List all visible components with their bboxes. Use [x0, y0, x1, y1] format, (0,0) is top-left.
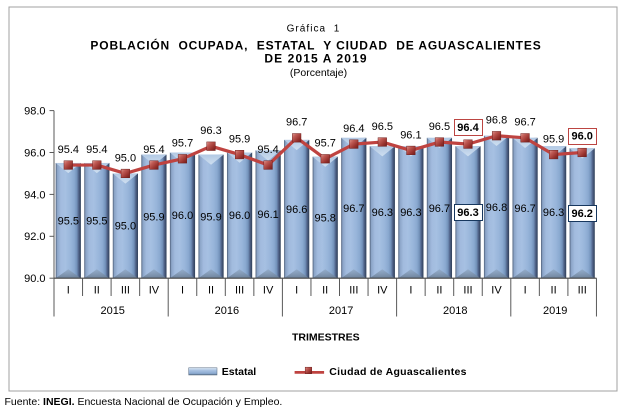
svg-text:II: II	[208, 285, 214, 297]
svg-text:POBLACIÓN OCUPADA, ESTATAL: POBLACIÓN OCUPADA, ESTATAL Y CIUDAD DE A…	[90, 38, 541, 53]
svg-text:96.0: 96.0	[24, 147, 45, 159]
svg-text:96.0: 96.0	[571, 130, 592, 142]
svg-text:96.6: 96.6	[286, 204, 307, 216]
svg-text:2017: 2017	[329, 305, 353, 317]
svg-text:95.9: 95.9	[229, 134, 250, 146]
svg-text:III: III	[578, 285, 587, 297]
svg-text:95.7: 95.7	[172, 138, 193, 150]
svg-text:(Porcentaje): (Porcentaje)	[290, 67, 347, 79]
svg-text:2015: 2015	[100, 305, 124, 317]
svg-text:96.5: 96.5	[372, 121, 393, 133]
svg-text:96.3: 96.3	[543, 207, 564, 219]
svg-text:95.8: 95.8	[314, 212, 335, 224]
svg-text:II: II	[94, 285, 100, 297]
svg-text:94.0: 94.0	[24, 189, 45, 201]
svg-text:95.9: 95.9	[200, 211, 221, 223]
svg-text:95.0: 95.0	[115, 152, 136, 164]
svg-text:95.4: 95.4	[86, 144, 107, 156]
svg-text:IV: IV	[491, 285, 502, 297]
svg-text:96.5: 96.5	[429, 121, 450, 133]
svg-text:96.1: 96.1	[257, 209, 278, 221]
svg-text:96.7: 96.7	[514, 117, 535, 129]
svg-text:II: II	[436, 285, 442, 297]
svg-text:95.5: 95.5	[58, 216, 79, 228]
svg-text:III: III	[463, 285, 472, 297]
svg-text:III: III	[121, 285, 130, 297]
svg-text:95.9: 95.9	[543, 134, 564, 146]
svg-text:IV: IV	[263, 285, 274, 297]
svg-text:95.9: 95.9	[143, 211, 164, 223]
svg-text:I: I	[409, 285, 412, 297]
svg-text:2019: 2019	[543, 305, 567, 317]
svg-text:DE 2015 A 2019: DE 2015 A 2019	[264, 52, 367, 66]
svg-text:95.7: 95.7	[314, 138, 335, 150]
svg-text:95.4: 95.4	[143, 144, 164, 156]
svg-text:96.3: 96.3	[400, 207, 421, 219]
svg-text:95.5: 95.5	[86, 216, 107, 228]
svg-text:96.7: 96.7	[429, 203, 450, 215]
svg-text:IV: IV	[149, 285, 160, 297]
svg-text:2016: 2016	[215, 305, 239, 317]
svg-text:III: III	[235, 285, 244, 297]
svg-text:96.0: 96.0	[229, 210, 250, 222]
svg-text:96.8: 96.8	[486, 202, 507, 214]
svg-text:96.7: 96.7	[514, 203, 535, 215]
svg-text:96.3: 96.3	[372, 207, 393, 219]
svg-text:Fuente: INEGI. Encuesta Nacion: Fuente: INEGI. Encuesta Nacional de Ocup…	[5, 396, 283, 408]
svg-text:Estatal: Estatal	[222, 366, 257, 378]
svg-text:II: II	[322, 285, 328, 297]
svg-text:96.4: 96.4	[343, 123, 364, 135]
svg-text:96.3: 96.3	[457, 207, 478, 219]
svg-text:2018: 2018	[443, 305, 467, 317]
svg-text:III: III	[349, 285, 358, 297]
svg-text:IV: IV	[377, 285, 388, 297]
svg-text:96.2: 96.2	[571, 208, 592, 220]
svg-text:96.7: 96.7	[343, 203, 364, 215]
svg-text:96.0: 96.0	[172, 210, 193, 222]
svg-text:95.0: 95.0	[115, 221, 136, 233]
svg-text:98.0: 98.0	[24, 106, 45, 118]
svg-text:96.7: 96.7	[286, 117, 307, 129]
svg-text:I: I	[67, 285, 70, 297]
svg-text:90.0: 90.0	[24, 273, 45, 285]
svg-text:I: I	[295, 285, 298, 297]
svg-text:95.4: 95.4	[58, 144, 79, 156]
svg-text:95.4: 95.4	[257, 144, 278, 156]
svg-text:I: I	[524, 285, 527, 297]
svg-text:Ciudad de Aguascalientes: Ciudad de Aguascalientes	[329, 366, 467, 378]
svg-text:96.8: 96.8	[486, 115, 507, 127]
svg-text:Gráfica 1: Gráfica 1	[287, 24, 341, 35]
svg-text:II: II	[551, 285, 557, 297]
svg-text:96.4: 96.4	[457, 122, 479, 134]
svg-text:96.3: 96.3	[200, 125, 221, 137]
svg-text:I: I	[181, 285, 184, 297]
svg-text:TRIMESTRES: TRIMESTRES	[292, 332, 360, 344]
svg-text:96.1: 96.1	[400, 129, 421, 141]
svg-text:92.0: 92.0	[24, 231, 45, 243]
